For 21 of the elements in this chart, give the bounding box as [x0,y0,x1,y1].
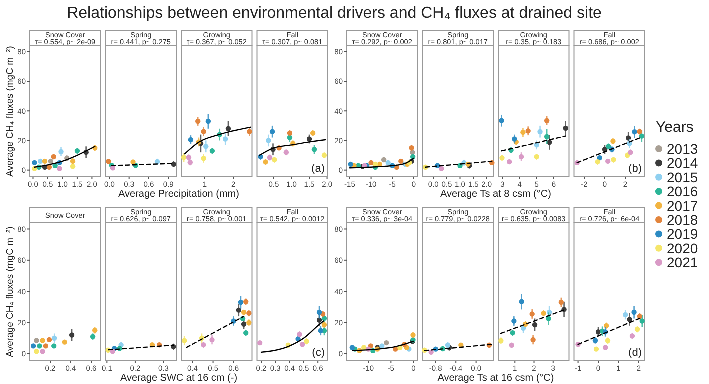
legend-label: 2019 [667,226,698,242]
x-axis-title: Average Ts at 8 csm (°C) [440,189,552,200]
annotation: (a) [312,163,325,175]
legend-label: 2018 [667,212,698,228]
x-axis-title: Average Precipitation (mm) [118,189,240,200]
annotation: (b) [628,163,642,175]
x-axis-title: Average SWC at 16 cm (-) [120,373,238,384]
legend-label: 2016 [667,184,698,200]
legend-label: 2017 [667,198,698,214]
text: Relationships between environmental drivers and CH₄ fluxes at drained site [67,5,602,22]
legend-label: 2021 [667,254,698,271]
annotation: (d) [628,347,642,359]
legend-label: 2020 [667,240,698,256]
annotation: (c) [312,347,325,359]
x-axis-title: Average Ts at 16 csm (°C) [438,373,554,384]
legend-label: 2015 [667,169,698,186]
legend-label: 2014 [667,155,698,172]
y-axis-title: Average CH₄ fluxes (mgC m⁻²) [5,46,16,177]
legend-title: Years [656,119,694,136]
y-axis-title: Average CH₄ fluxes (mgC m⁻²) [5,226,16,358]
legend-label: 2013 [667,141,698,157]
